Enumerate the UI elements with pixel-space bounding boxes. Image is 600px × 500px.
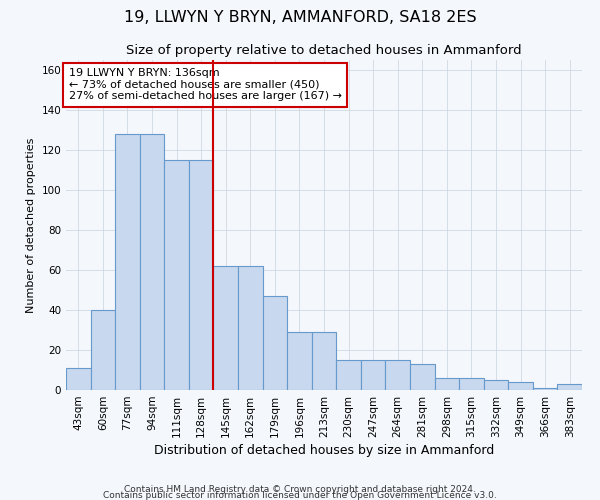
Text: Contains HM Land Registry data © Crown copyright and database right 2024.: Contains HM Land Registry data © Crown c… xyxy=(124,485,476,494)
Bar xyxy=(263,296,287,390)
Bar xyxy=(459,378,484,390)
Text: 19 LLWYN Y BRYN: 136sqm
← 73% of detached houses are smaller (450)
27% of semi-d: 19 LLWYN Y BRYN: 136sqm ← 73% of detache… xyxy=(68,68,341,102)
Bar xyxy=(336,360,361,390)
Bar xyxy=(312,332,336,390)
Y-axis label: Number of detached properties: Number of detached properties xyxy=(26,138,36,312)
Text: 19, LLWYN Y BRYN, AMMANFORD, SA18 2ES: 19, LLWYN Y BRYN, AMMANFORD, SA18 2ES xyxy=(124,10,476,25)
Bar xyxy=(434,378,459,390)
Bar xyxy=(385,360,410,390)
Text: Contains public sector information licensed under the Open Government Licence v3: Contains public sector information licen… xyxy=(103,491,497,500)
Bar xyxy=(557,384,582,390)
Bar xyxy=(361,360,385,390)
Bar xyxy=(91,310,115,390)
Bar xyxy=(484,380,508,390)
Bar xyxy=(66,368,91,390)
Title: Size of property relative to detached houses in Ammanford: Size of property relative to detached ho… xyxy=(126,44,522,58)
Bar xyxy=(115,134,140,390)
Bar xyxy=(533,388,557,390)
Bar xyxy=(410,364,434,390)
Bar xyxy=(508,382,533,390)
Bar xyxy=(214,266,238,390)
Bar xyxy=(287,332,312,390)
Bar xyxy=(238,266,263,390)
Bar xyxy=(164,160,189,390)
Bar xyxy=(189,160,214,390)
Bar xyxy=(140,134,164,390)
X-axis label: Distribution of detached houses by size in Ammanford: Distribution of detached houses by size … xyxy=(154,444,494,457)
